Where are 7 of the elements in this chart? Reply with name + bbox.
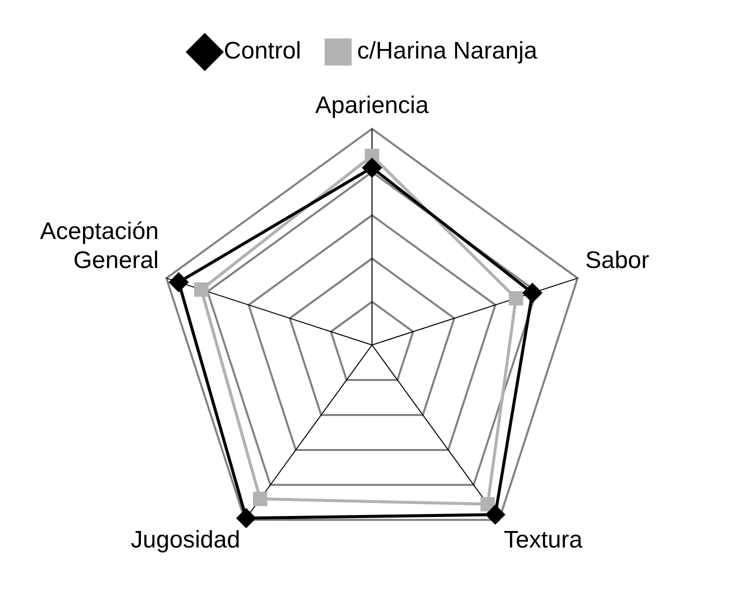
legend-label: Control xyxy=(224,38,302,65)
legend-label: c/Harina Naranja xyxy=(357,38,538,65)
spoke-label: Aceptación General xyxy=(40,218,159,274)
spoke-label: Textura xyxy=(504,526,584,554)
spoke-label: Apariencia xyxy=(315,92,430,120)
spoke-label: Jugosidad xyxy=(130,526,240,554)
spoke-label: Sabor xyxy=(585,246,650,274)
